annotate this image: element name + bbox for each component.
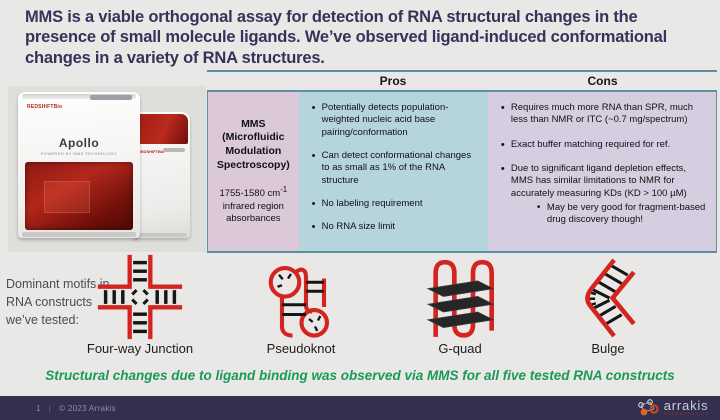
copyright-text: © 2023 Arrakis: [59, 404, 116, 413]
motif-label-pseudoknot: Pseudoknot: [266, 341, 336, 356]
arrakis-logo-text-wrap: arrakis THERAPEUTICS: [664, 399, 710, 417]
mms-detail-prefix: 1755-1580 cm: [219, 188, 281, 200]
arrakis-logo-word: arrakis: [663, 398, 709, 414]
footer-bar: 1 | © 2023 Arrakis arrakis THERAPEUTICS: [0, 396, 720, 420]
motif-label-bulge: Bulge: [591, 341, 625, 356]
mms-method-name: MMS (Microfluidic Modulation Spectroscop…: [216, 117, 290, 171]
cons-item: Exact buffer matching required for ref.: [500, 138, 708, 153]
side-unit-red-cap: [134, 114, 188, 144]
g-quad-icon: [426, 259, 495, 338]
pseudoknot-icon: [268, 265, 330, 338]
arrakis-logo: arrakis THERAPEUTICS: [637, 398, 710, 418]
cons-item: Due to significant ligand depletion effe…: [500, 162, 708, 227]
pros-item: Potentially detects population-weighted …: [311, 101, 480, 139]
pros-list: Potentially detects population-weighted …: [311, 101, 480, 235]
table-body-row: MMS (Microfluidic Modulation Spectroscop…: [207, 92, 717, 253]
pros-item: Can detect conformational changes to as …: [311, 149, 480, 187]
slide-title: MMS is a viable orthogonal assay for det…: [25, 8, 668, 67]
apollo-base: [22, 232, 136, 237]
pros-item: No RNA size limit: [311, 220, 480, 235]
cons-column-header: Cons: [587, 74, 618, 88]
cons-cell: Requires much more RNA than SPR, much le…: [487, 92, 716, 251]
motif-label-g-quad: G-quad: [438, 341, 482, 356]
cons-item-text: Due to significant ligand depletion effe…: [510, 163, 687, 199]
mms-method-detail: 1755-1580 cm-1 infrared region absorbanc…: [212, 185, 295, 225]
footer-separator: |: [48, 404, 52, 413]
mms-detail-suffix: infrared region absorbances: [222, 200, 284, 225]
footer-page-info: 1 | © 2023 Arrakis: [36, 404, 116, 413]
pros-cell: Potentially detects population-weighted …: [298, 92, 488, 251]
arrakis-logo-subtitle: THERAPEUTICS: [663, 412, 710, 417]
conclusion-statement: Structural changes due to ligand binding…: [45, 368, 675, 383]
mms-description-cell: MMS (Microfluidic Modulation Spectroscop…: [208, 92, 299, 251]
apollo-red-window: [25, 162, 133, 230]
apollo-instrument: REDSHIFTBio Apollo POWERED BY MMS TECHNO…: [18, 92, 140, 238]
instrument-side-unit: REDSHIFTBio: [132, 112, 190, 238]
apollo-tagline: POWERED BY MMS TECHNOLOGY: [40, 151, 118, 156]
cons-sub-item: May be very good for fragment-based drug…: [537, 201, 708, 227]
cons-item: Requires much more RNA than SPR, much le…: [500, 101, 708, 127]
motifs-intro-text: Dominant motifs in RNA constructs we’ve …: [6, 277, 110, 327]
apollo-brand-label: REDSHIFTBio: [27, 104, 63, 110]
pros-cons-table: Pros Cons MMS (Microfluidic Modulation S…: [207, 70, 717, 253]
apollo-top-buttons: [90, 95, 132, 100]
page-number: 1: [36, 404, 41, 413]
table-header-row: Pros Cons: [207, 70, 717, 92]
instrument-photo: REDSHIFTBio REDSHIFTBio Apollo POWERED B…: [8, 86, 206, 252]
mms-detail-superscript: -1: [280, 185, 288, 195]
apollo-lid: [22, 94, 136, 99]
side-unit-vent: [163, 148, 185, 152]
motif-label-four-way-junction: Four-way Junction: [86, 341, 194, 356]
pros-item: No labeling requirement: [311, 197, 480, 212]
cons-list: Requires much more RNA than SPR, much le…: [500, 101, 708, 227]
side-unit-base: [135, 233, 187, 237]
pros-column-header: Pros: [379, 74, 407, 88]
side-unit-brand-label: REDSHIFTBio: [138, 149, 165, 154]
apollo-name-label: Apollo: [58, 136, 100, 150]
bulge-icon: [585, 258, 636, 338]
arrakis-molecule-icon: [637, 399, 659, 416]
four-way-junction-icon: [97, 254, 183, 340]
